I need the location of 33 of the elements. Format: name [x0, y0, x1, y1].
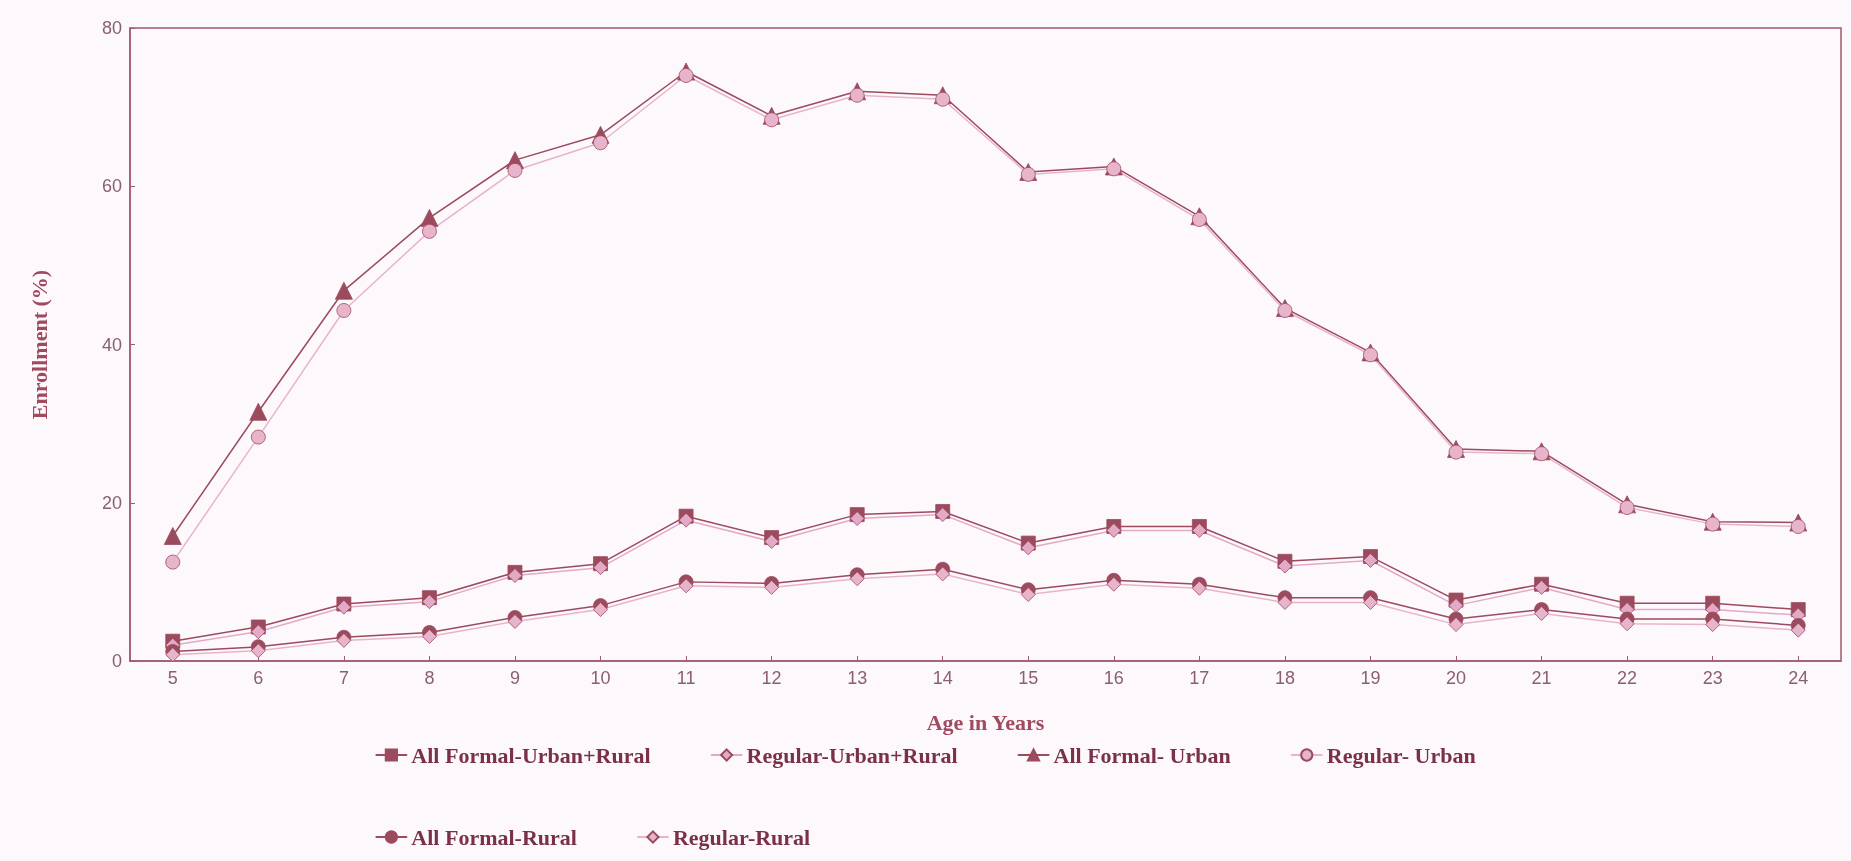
legend-label: All Formal-Rural	[411, 824, 577, 850]
x-tick-label: 14	[932, 668, 953, 688]
y-tick-label: 80	[101, 18, 122, 38]
x-tick-label: 6	[253, 668, 264, 688]
x-tick-label: 5	[167, 668, 178, 688]
x-tick-label: 17	[1189, 668, 1210, 688]
x-tick-label: 20	[1446, 668, 1467, 688]
legend-label: Regular- Urban	[1326, 742, 1476, 768]
legend-label: All Formal-Urban+Rural	[411, 742, 651, 768]
x-tick-label: 18	[1274, 668, 1295, 688]
y-tick-label: 40	[101, 334, 122, 355]
x-axis-title: Age in Years	[926, 709, 1045, 735]
x-tick-label: 19	[1360, 668, 1381, 688]
x-tick-label: 16	[1103, 668, 1124, 688]
x-tick-label: 24	[1788, 668, 1809, 688]
y-tick-label: 20	[101, 492, 122, 513]
legend-label: Regular-Urban+Rural	[746, 742, 958, 768]
x-tick-label: 21	[1531, 668, 1552, 688]
x-tick-label: 11	[676, 668, 696, 688]
x-tick-label: 13	[847, 668, 868, 688]
x-tick-label: 8	[424, 668, 435, 688]
y-axis-title: Enrollment (%)	[26, 269, 52, 420]
legend-label: All Formal- Urban	[1053, 742, 1231, 768]
x-tick-label: 23	[1702, 668, 1723, 688]
x-tick-label: 12	[761, 668, 782, 688]
x-tick-label: 7	[338, 668, 349, 688]
x-tick-label: 22	[1617, 668, 1638, 688]
y-tick-label: 60	[101, 176, 122, 197]
x-tick-label: 9	[509, 668, 520, 688]
x-tick-label: 15	[1018, 668, 1039, 688]
x-tick-label: 10	[590, 668, 611, 688]
legend-label: Regular-Rural	[672, 824, 811, 850]
y-tick-label: 0	[111, 651, 122, 671]
